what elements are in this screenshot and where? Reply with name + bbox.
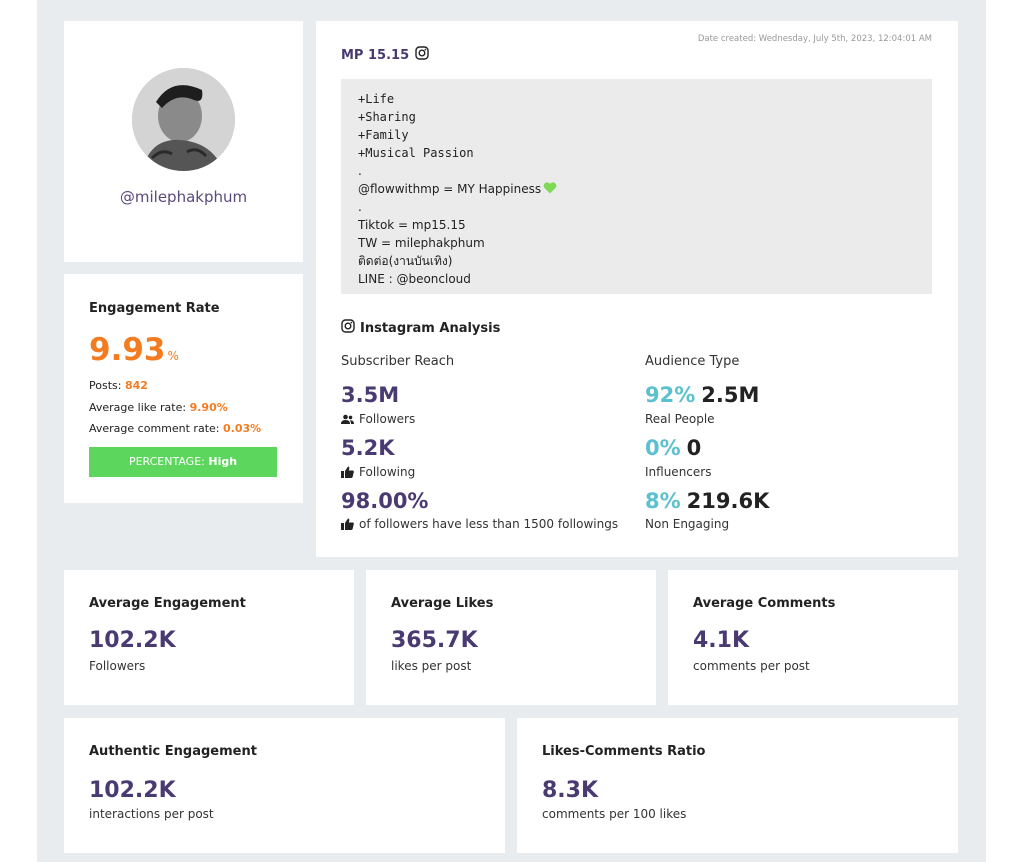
average-comments-title: Average Comments: [693, 596, 836, 611]
thumbs-up-icon: [341, 466, 354, 478]
average-like-rate: Average like rate: 9.90%: [89, 401, 228, 414]
bio-line-happiness: @flowwithmp = MY Happiness: [358, 180, 915, 198]
profile-card: @milephakphum: [64, 21, 303, 262]
average-comment-rate: Average comment rate: 0.03%: [89, 422, 262, 435]
instagram-icon[interactable]: [415, 46, 429, 64]
real-people-stat: 92% 2.5M: [645, 383, 760, 407]
average-likes-sub: likes per post: [391, 659, 472, 673]
engagement-rate-title: Engagement Rate: [89, 301, 220, 316]
engagement-rate-unit: %: [167, 349, 179, 363]
followers-label: Followers: [341, 412, 415, 426]
influencers-stat: 0% 0: [645, 436, 702, 460]
engagement-rate-card: Engagement Rate 9.93% Posts: 842 Average…: [64, 274, 303, 503]
instagram-icon: [341, 319, 355, 337]
following-value: 5.2K: [341, 436, 395, 460]
average-engagement-title: Average Engagement: [89, 596, 246, 611]
date-created: Date created: Wednesday, July 5th, 2023,…: [697, 34, 932, 44]
non-engaging-stat: 8% 219.6K: [645, 489, 770, 513]
average-engagement-card: Average Engagement 102.2K Followers: [64, 570, 354, 705]
average-engagement-value: 102.2K: [89, 628, 176, 653]
real-people-label: Real People: [645, 412, 715, 426]
followings-ratio-value: 98.00%: [341, 489, 429, 513]
engagement-rate-value: 9.93%: [89, 332, 179, 368]
average-likes-value: 365.7K: [391, 628, 478, 653]
green-heart-icon: [543, 181, 557, 194]
likes-comments-ratio-sub: comments per 100 likes: [542, 807, 687, 821]
instagram-analysis-title: Instagram Analysis: [341, 319, 500, 337]
percentage-badge: PERCENTAGE: High: [89, 447, 277, 477]
likes-comments-ratio-title: Likes-Comments Ratio: [542, 744, 706, 759]
average-comments-value: 4.1K: [693, 628, 750, 653]
account-name[interactable]: MP 15.15: [341, 46, 429, 64]
bio-line: +Life: [358, 92, 395, 106]
bio-line: .: [358, 200, 362, 214]
average-comments-sub: comments per post: [693, 659, 810, 673]
influencers-label: Influencers: [645, 465, 712, 479]
average-likes-card: Average Likes 365.7K likes per post: [366, 570, 656, 705]
account-card: Date created: Wednesday, July 5th, 2023,…: [316, 21, 958, 557]
followers-value: 3.5M: [341, 383, 400, 407]
bio-line: TW = milephakphum: [358, 236, 485, 250]
bio-line: +Sharing: [358, 110, 416, 124]
users-icon: [341, 414, 354, 424]
avatar[interactable]: [132, 68, 235, 171]
subscriber-reach-title: Subscriber Reach: [341, 354, 455, 369]
non-engaging-label: Non Engaging: [645, 517, 730, 531]
posts-count: Posts: 842: [89, 379, 148, 392]
thumbs-up-icon: [341, 518, 354, 530]
authentic-engagement-title: Authentic Engagement: [89, 744, 257, 759]
bio-line: LINE : @beoncloud: [358, 272, 471, 286]
bio-line: ติดต่อ(งานบันเทิง): [358, 254, 453, 268]
authentic-engagement-value: 102.2K: [89, 778, 176, 803]
bio-line: +Family: [358, 128, 409, 142]
average-engagement-sub: Followers: [89, 659, 146, 673]
following-label: Following: [341, 465, 415, 479]
authentic-engagement-sub: interactions per post: [89, 807, 214, 821]
bio-line: .: [358, 164, 362, 178]
bio-line: +Musical Passion: [358, 146, 474, 160]
average-likes-title: Average Likes: [391, 596, 494, 611]
average-comments-card: Average Comments 4.1K comments per post: [668, 570, 958, 705]
bio-box: +Life +Sharing +Family +Musical Passion …: [341, 79, 932, 294]
followings-ratio-label: of followers have less than 1500 followi…: [341, 517, 618, 531]
authentic-engagement-card: Authentic Engagement 102.2K interactions…: [64, 718, 505, 853]
bio-line: Tiktok = mp15.15: [358, 218, 466, 232]
audience-type-title: Audience Type: [645, 354, 740, 369]
likes-comments-ratio-card: Likes-Comments Ratio 8.3K comments per 1…: [517, 718, 958, 853]
likes-comments-ratio-value: 8.3K: [542, 778, 599, 803]
profile-username[interactable]: @milephakphum: [119, 188, 248, 206]
